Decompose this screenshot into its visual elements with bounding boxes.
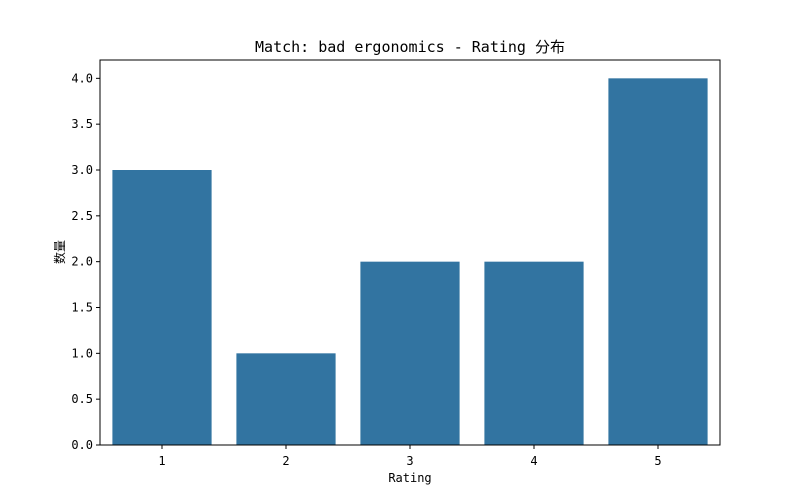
x-tick-label-3: 3 bbox=[406, 454, 413, 468]
y-tick-label-2.0: 2.0 bbox=[71, 255, 93, 269]
bar-1 bbox=[112, 170, 212, 445]
y-tick-label-1.0: 1.0 bbox=[71, 346, 93, 360]
y-tick-label-0.0: 0.0 bbox=[71, 438, 93, 452]
y-axis-label: 数量 bbox=[52, 240, 67, 264]
bars-group bbox=[112, 78, 708, 445]
x-tick-label-2: 2 bbox=[282, 454, 289, 468]
plot-frame bbox=[99, 59, 721, 446]
bar-2 bbox=[236, 353, 336, 445]
bar-5 bbox=[608, 78, 708, 445]
x-tick-label-5: 5 bbox=[654, 454, 661, 468]
y-tick-label-3.5: 3.5 bbox=[71, 117, 93, 131]
y-tick-label-4.0: 4.0 bbox=[71, 71, 93, 85]
y-tick-label-2.5: 2.5 bbox=[71, 209, 93, 223]
y-tick-label-0.5: 0.5 bbox=[71, 392, 93, 406]
x-axis-label: Rating bbox=[388, 471, 431, 485]
x-tick-label-1: 1 bbox=[158, 454, 165, 468]
y-axis: 0.0 0.5 1.0 1.5 2.0 2.5 3.0 3.5 4.0 bbox=[71, 71, 100, 452]
bar-4 bbox=[484, 261, 584, 445]
chart-title: Match: bad ergonomics - Rating 分布 bbox=[255, 38, 565, 56]
bar-3 bbox=[360, 261, 460, 445]
x-tick-label-4: 4 bbox=[530, 454, 537, 468]
y-tick-label-3.0: 3.0 bbox=[71, 163, 93, 177]
y-tick-label-1.5: 1.5 bbox=[71, 301, 93, 315]
x-axis: 1 2 3 4 5 bbox=[158, 445, 662, 468]
